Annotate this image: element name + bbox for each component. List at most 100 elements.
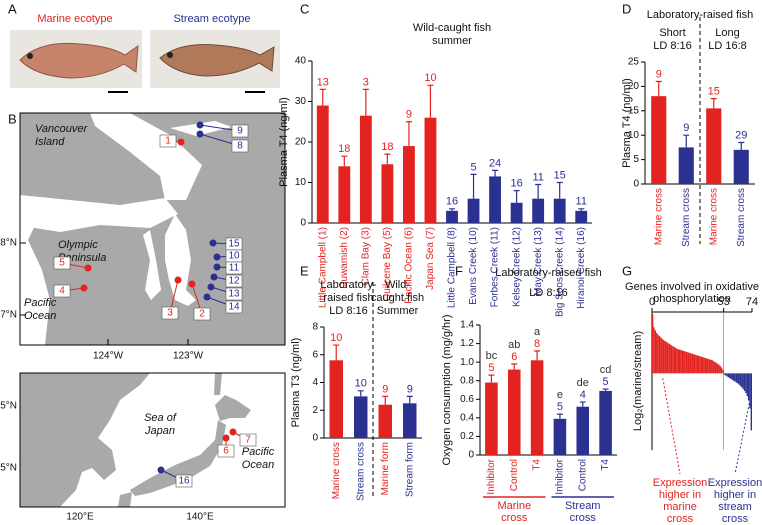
error-bar xyxy=(556,181,563,199)
sample-size: 13 xyxy=(317,76,329,88)
x-tick-label: Clam Bay (3) xyxy=(360,227,371,285)
bar xyxy=(532,198,545,223)
place-label: Sea of xyxy=(144,412,177,424)
site-label-box xyxy=(231,124,249,138)
bar xyxy=(692,354,694,374)
error-bar xyxy=(738,141,745,150)
y-tick-label: 4 xyxy=(312,377,318,388)
bar xyxy=(743,373,746,391)
bar xyxy=(697,355,700,374)
x-tick-label: Marine cross xyxy=(708,188,719,245)
bar xyxy=(679,349,681,374)
group-label: Long xyxy=(715,27,739,39)
error-bar xyxy=(341,155,348,167)
y-tick-label: 0.8 xyxy=(460,375,474,386)
error-bar xyxy=(602,388,609,391)
annotation: higher in xyxy=(714,489,756,501)
sample-size: 9 xyxy=(382,383,388,395)
error-bar xyxy=(535,183,542,199)
site-label: 2 xyxy=(199,309,205,320)
significance-letter: de xyxy=(577,377,589,389)
group-label: cross xyxy=(570,512,597,524)
bar xyxy=(749,373,751,409)
site-marker xyxy=(174,276,182,284)
y-tick-label: 20 xyxy=(295,137,307,148)
place-label: Olympic xyxy=(58,239,98,251)
site-marker xyxy=(229,428,237,436)
group-label: LD 16:8 xyxy=(708,40,747,52)
error-bar xyxy=(488,374,495,383)
x-tick-label: Japan Sea (7) xyxy=(425,227,436,290)
site-label: 15 xyxy=(228,239,240,250)
bar xyxy=(726,373,728,377)
place-label: Vancouver xyxy=(35,123,89,135)
chart-title: Laboratory-raised fish xyxy=(495,267,601,279)
bar xyxy=(378,404,392,438)
bar xyxy=(657,334,659,374)
sample-size: 10 xyxy=(330,332,342,344)
chart-title: summer xyxy=(432,35,472,47)
bar xyxy=(700,356,702,374)
y-axis-label: Oxygen consumption (mg/g/hr) xyxy=(441,314,453,465)
y-tick-label: 15 xyxy=(628,105,640,116)
site-label: 5 xyxy=(59,258,65,269)
x-tick-label: 0 xyxy=(649,296,655,308)
lat-label: 48°N xyxy=(0,238,17,249)
site-label-box xyxy=(53,284,71,298)
lat-label: 45°N xyxy=(0,401,17,412)
y-tick-label: 2 xyxy=(312,405,318,416)
site-label: 14 xyxy=(228,302,240,313)
map-frame xyxy=(19,372,286,508)
site-label-box xyxy=(225,300,243,314)
bar xyxy=(666,342,669,374)
bar xyxy=(576,406,590,455)
significance-letter: bc xyxy=(486,350,498,362)
site-label: 16 xyxy=(178,476,190,487)
bar xyxy=(731,373,734,380)
x-tick-label: May Creek (13) xyxy=(533,227,544,296)
bar xyxy=(735,373,738,383)
bar xyxy=(678,147,694,184)
bar xyxy=(653,327,655,374)
bar xyxy=(696,355,698,374)
lon-label: 124°W xyxy=(93,351,124,362)
site-label: 6 xyxy=(223,446,229,457)
sample-size: 24 xyxy=(489,157,501,169)
lon-label: 120°E xyxy=(66,512,94,523)
y-axis-label: Plasma T4 (ng/ml) xyxy=(621,78,633,168)
chart-title: Laboratory-raised fish xyxy=(647,9,753,21)
error-bar xyxy=(382,395,389,405)
bar xyxy=(747,373,750,401)
bar xyxy=(507,369,521,455)
bar xyxy=(668,343,670,374)
bar xyxy=(719,365,721,374)
significance-letter: cd xyxy=(600,364,612,376)
bar xyxy=(722,369,724,374)
annotation: stream xyxy=(718,501,752,513)
land xyxy=(215,395,251,421)
y-tick-label: 1.0 xyxy=(460,357,474,368)
x-tick-label: Marine form xyxy=(380,442,391,495)
sample-size: 3 xyxy=(363,76,369,88)
lon-label: 123°W xyxy=(173,351,204,362)
fish-eye xyxy=(27,53,33,59)
bar xyxy=(677,349,680,374)
group-label: Stream xyxy=(565,500,600,512)
site-label-box xyxy=(239,433,257,447)
bar xyxy=(681,350,684,374)
x-tick-label: Little Campbell (1) xyxy=(317,227,328,308)
site-marker xyxy=(203,293,211,301)
map-frame xyxy=(19,112,286,346)
site-marker xyxy=(213,253,221,261)
site-marker xyxy=(80,284,88,292)
x-tick-label: Stream cross xyxy=(736,188,747,247)
error-bar xyxy=(362,88,369,116)
site-label-box xyxy=(161,306,179,320)
error-bar xyxy=(470,173,477,199)
y-tick-label: 40 xyxy=(295,56,307,67)
place-label: Ocean xyxy=(24,310,56,322)
x-tick-label: Stream cross xyxy=(355,442,366,501)
fish-stream xyxy=(159,44,275,77)
error-bar xyxy=(655,80,662,97)
x-tick-label: Duwamish (2) xyxy=(339,227,350,289)
